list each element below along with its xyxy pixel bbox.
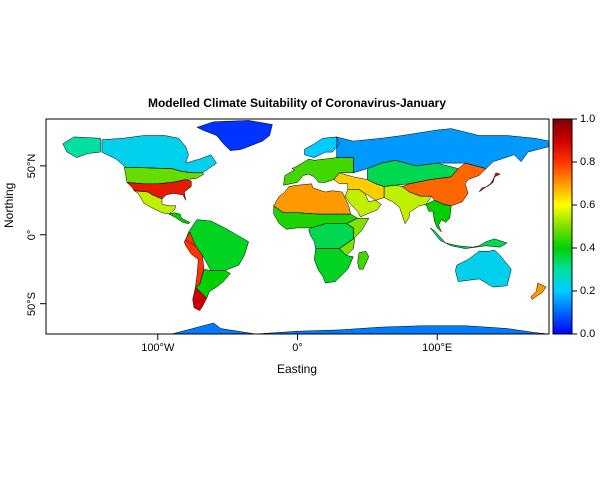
border-mexico	[133, 190, 177, 215]
map-title: Modelled Climate Suitability of Coronavi…	[147, 96, 447, 110]
region-central-asia	[367, 160, 459, 187]
border-southern-south-america	[195, 268, 231, 299]
country-borders-layer	[46, 120, 549, 334]
axis-ticks	[40, 165, 438, 340]
region-mexico	[134, 190, 176, 215]
border-japan	[478, 172, 501, 193]
colorbar-tick-label: 0.6	[580, 199, 596, 211]
region-new-zealand	[530, 283, 547, 300]
y-axis-label: Northing	[2, 182, 16, 228]
x-tick-label: 0°	[292, 342, 303, 354]
region-greenland	[196, 120, 273, 151]
border-madagascar	[357, 251, 370, 270]
x-tick-label: 100°E	[422, 342, 453, 354]
x-tick-label: 100°W	[141, 342, 175, 354]
border-scandinavia	[304, 136, 340, 158]
border-southern-africa	[314, 248, 354, 284]
region-southeast-asia	[426, 200, 452, 232]
region-china	[402, 163, 487, 206]
region-north-africa	[273, 183, 351, 215]
region-alaska	[62, 136, 101, 158]
x-axis-label: Easting	[276, 362, 318, 376]
region-madagascar	[357, 251, 369, 270]
y-tick-label: 0°	[26, 229, 38, 241]
border-patagonia	[192, 286, 208, 311]
region-southern-africa	[314, 248, 354, 283]
border-china	[401, 162, 487, 207]
colorbar-tick-label: 0.4	[580, 242, 596, 254]
border-antarctica	[46, 322, 549, 334]
region-northern-usa	[124, 167, 204, 184]
region-east-africa	[339, 218, 369, 256]
border-indonesia	[430, 227, 508, 249]
region-russia	[336, 128, 549, 173]
colorbar-ticks	[572, 118, 577, 335]
border-alaska	[62, 136, 101, 158]
region-andes	[184, 232, 204, 288]
colorbar-tick-label: 0.2	[580, 285, 596, 297]
colorbar-tick-label: 0.0	[580, 328, 596, 340]
region-scandinavia	[304, 136, 340, 158]
y-tick-label: 50°S	[26, 291, 38, 316]
region-southern-south-america	[195, 269, 231, 299]
land-layer	[46, 120, 549, 334]
region-southeastern-usa	[127, 179, 192, 201]
region-central-america	[169, 212, 190, 224]
region-sahel	[273, 205, 358, 230]
border-southeast-asia	[425, 200, 452, 233]
colorbar-tick-label: 0.8	[580, 156, 596, 168]
region-australia	[455, 249, 512, 288]
region-canada	[101, 135, 217, 173]
region-amazon-basin	[185, 219, 249, 271]
region-india	[384, 185, 432, 224]
region-japan	[479, 172, 501, 192]
border-australia	[455, 249, 512, 288]
region-middle-east	[333, 172, 385, 201]
region-arabia	[345, 189, 382, 217]
border-central-america	[168, 212, 191, 224]
region-europe	[283, 157, 354, 186]
border-new-zealand	[530, 282, 547, 300]
colorbar-tick-label: 1.0	[580, 113, 596, 125]
border-greenland	[196, 120, 273, 151]
region-indonesia	[430, 227, 508, 249]
region-central-africa	[308, 223, 354, 249]
y-tick-label: 50°N	[26, 153, 38, 179]
colorbar	[552, 118, 573, 335]
border-east-africa	[339, 217, 370, 256]
border-arabia	[344, 189, 382, 218]
